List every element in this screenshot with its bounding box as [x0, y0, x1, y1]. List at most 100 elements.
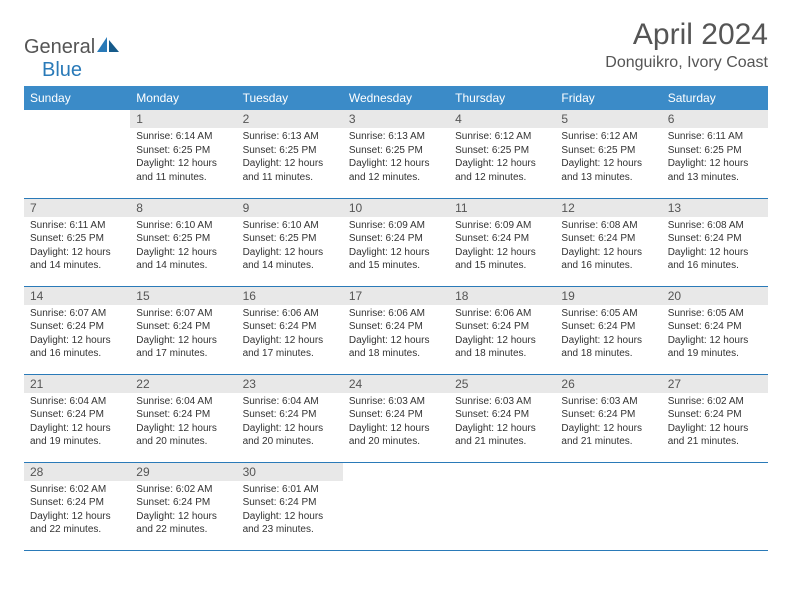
calendar-cell: 27Sunrise: 6:02 AMSunset: 6:24 PMDayligh…: [662, 374, 768, 462]
day-content: Sunrise: 6:07 AMSunset: 6:24 PMDaylight:…: [24, 305, 130, 365]
day-number: 20: [662, 287, 768, 305]
weekday-header: Tuesday: [237, 86, 343, 110]
day-number: 4: [449, 110, 555, 128]
day-number: 9: [237, 199, 343, 217]
day-content: Sunrise: 6:06 AMSunset: 6:24 PMDaylight:…: [237, 305, 343, 365]
day-content: Sunrise: 6:10 AMSunset: 6:25 PMDaylight:…: [130, 217, 236, 277]
calendar-cell: 26Sunrise: 6:03 AMSunset: 6:24 PMDayligh…: [555, 374, 661, 462]
day-number: 15: [130, 287, 236, 305]
calendar-row: 28Sunrise: 6:02 AMSunset: 6:24 PMDayligh…: [24, 462, 768, 550]
calendar-cell: 4Sunrise: 6:12 AMSunset: 6:25 PMDaylight…: [449, 110, 555, 198]
calendar-cell: 23Sunrise: 6:04 AMSunset: 6:24 PMDayligh…: [237, 374, 343, 462]
day-number: 16: [237, 287, 343, 305]
day-number: 3: [343, 110, 449, 128]
calendar-table: SundayMondayTuesdayWednesdayThursdayFrid…: [24, 86, 768, 551]
day-content: Sunrise: 6:11 AMSunset: 6:25 PMDaylight:…: [662, 128, 768, 188]
day-number: 27: [662, 375, 768, 393]
weekday-header-row: SundayMondayTuesdayWednesdayThursdayFrid…: [24, 86, 768, 110]
day-content: Sunrise: 6:06 AMSunset: 6:24 PMDaylight:…: [449, 305, 555, 365]
day-number: 22: [130, 375, 236, 393]
day-number: 18: [449, 287, 555, 305]
day-content: Sunrise: 6:02 AMSunset: 6:24 PMDaylight:…: [130, 481, 236, 541]
logo-general: General: [24, 36, 95, 58]
day-number: 25: [449, 375, 555, 393]
day-content: Sunrise: 6:02 AMSunset: 6:24 PMDaylight:…: [24, 481, 130, 541]
calendar-cell-empty: [662, 462, 768, 550]
day-content: Sunrise: 6:07 AMSunset: 6:24 PMDaylight:…: [130, 305, 236, 365]
day-number: 29: [130, 463, 236, 481]
calendar-cell: 24Sunrise: 6:03 AMSunset: 6:24 PMDayligh…: [343, 374, 449, 462]
calendar-row: 14Sunrise: 6:07 AMSunset: 6:24 PMDayligh…: [24, 286, 768, 374]
calendar-row: 21Sunrise: 6:04 AMSunset: 6:24 PMDayligh…: [24, 374, 768, 462]
day-number: 11: [449, 199, 555, 217]
calendar-cell: 10Sunrise: 6:09 AMSunset: 6:24 PMDayligh…: [343, 198, 449, 286]
weekday-header: Wednesday: [343, 86, 449, 110]
calendar-cell: 5Sunrise: 6:12 AMSunset: 6:25 PMDaylight…: [555, 110, 661, 198]
calendar-cell: 13Sunrise: 6:08 AMSunset: 6:24 PMDayligh…: [662, 198, 768, 286]
day-number: 19: [555, 287, 661, 305]
calendar-row: 7Sunrise: 6:11 AMSunset: 6:25 PMDaylight…: [24, 198, 768, 286]
calendar-cell: 1Sunrise: 6:14 AMSunset: 6:25 PMDaylight…: [130, 110, 236, 198]
day-number: 13: [662, 199, 768, 217]
day-number: 28: [24, 463, 130, 481]
calendar-cell: 12Sunrise: 6:08 AMSunset: 6:24 PMDayligh…: [555, 198, 661, 286]
day-content: Sunrise: 6:05 AMSunset: 6:24 PMDaylight:…: [662, 305, 768, 365]
day-content: Sunrise: 6:11 AMSunset: 6:25 PMDaylight:…: [24, 217, 130, 277]
calendar-cell: 17Sunrise: 6:06 AMSunset: 6:24 PMDayligh…: [343, 286, 449, 374]
day-number: 23: [237, 375, 343, 393]
calendar-cell: 9Sunrise: 6:10 AMSunset: 6:25 PMDaylight…: [237, 198, 343, 286]
day-content: Sunrise: 6:08 AMSunset: 6:24 PMDaylight:…: [662, 217, 768, 277]
weekday-header: Sunday: [24, 86, 130, 110]
day-content: Sunrise: 6:12 AMSunset: 6:25 PMDaylight:…: [555, 128, 661, 188]
weekday-header: Saturday: [662, 86, 768, 110]
day-content: Sunrise: 6:09 AMSunset: 6:24 PMDaylight:…: [343, 217, 449, 277]
day-content: Sunrise: 6:02 AMSunset: 6:24 PMDaylight:…: [662, 393, 768, 453]
day-content: Sunrise: 6:10 AMSunset: 6:25 PMDaylight:…: [237, 217, 343, 277]
calendar-cell: 16Sunrise: 6:06 AMSunset: 6:24 PMDayligh…: [237, 286, 343, 374]
day-content: Sunrise: 6:03 AMSunset: 6:24 PMDaylight:…: [343, 393, 449, 453]
header: General April 2024 Donguikro, Ivory Coas…: [24, 18, 768, 72]
month-title: April 2024: [605, 18, 768, 52]
day-content: Sunrise: 6:12 AMSunset: 6:25 PMDaylight:…: [449, 128, 555, 188]
day-content: Sunrise: 6:06 AMSunset: 6:24 PMDaylight:…: [343, 305, 449, 365]
day-number: 24: [343, 375, 449, 393]
calendar-cell: 29Sunrise: 6:02 AMSunset: 6:24 PMDayligh…: [130, 462, 236, 550]
day-number: 1: [130, 110, 236, 128]
day-number: 14: [24, 287, 130, 305]
calendar-cell-empty: [24, 110, 130, 198]
calendar-row: 1Sunrise: 6:14 AMSunset: 6:25 PMDaylight…: [24, 110, 768, 198]
day-number: 26: [555, 375, 661, 393]
calendar-cell: 28Sunrise: 6:02 AMSunset: 6:24 PMDayligh…: [24, 462, 130, 550]
day-number: 30: [237, 463, 343, 481]
calendar-cell: 11Sunrise: 6:09 AMSunset: 6:24 PMDayligh…: [449, 198, 555, 286]
day-content: Sunrise: 6:03 AMSunset: 6:24 PMDaylight:…: [449, 393, 555, 453]
day-number: 6: [662, 110, 768, 128]
calendar-cell: 19Sunrise: 6:05 AMSunset: 6:24 PMDayligh…: [555, 286, 661, 374]
day-content: Sunrise: 6:05 AMSunset: 6:24 PMDaylight:…: [555, 305, 661, 365]
calendar-body: 1Sunrise: 6:14 AMSunset: 6:25 PMDaylight…: [24, 110, 768, 550]
weekday-header: Thursday: [449, 86, 555, 110]
day-number: 21: [24, 375, 130, 393]
calendar-cell-empty: [449, 462, 555, 550]
day-content: Sunrise: 6:03 AMSunset: 6:24 PMDaylight:…: [555, 393, 661, 453]
calendar-cell: 22Sunrise: 6:04 AMSunset: 6:24 PMDayligh…: [130, 374, 236, 462]
day-number: 5: [555, 110, 661, 128]
logo-blue: Blue: [24, 59, 82, 81]
day-number: 12: [555, 199, 661, 217]
calendar-cell: 6Sunrise: 6:11 AMSunset: 6:25 PMDaylight…: [662, 110, 768, 198]
calendar-cell-empty: [555, 462, 661, 550]
day-content: Sunrise: 6:08 AMSunset: 6:24 PMDaylight:…: [555, 217, 661, 277]
day-content: Sunrise: 6:04 AMSunset: 6:24 PMDaylight:…: [237, 393, 343, 453]
day-content: Sunrise: 6:09 AMSunset: 6:24 PMDaylight:…: [449, 217, 555, 277]
weekday-header: Monday: [130, 86, 236, 110]
calendar-cell: 3Sunrise: 6:13 AMSunset: 6:25 PMDaylight…: [343, 110, 449, 198]
calendar-cell: 8Sunrise: 6:10 AMSunset: 6:25 PMDaylight…: [130, 198, 236, 286]
calendar-cell: 15Sunrise: 6:07 AMSunset: 6:24 PMDayligh…: [130, 286, 236, 374]
day-number: 10: [343, 199, 449, 217]
day-content: Sunrise: 6:14 AMSunset: 6:25 PMDaylight:…: [130, 128, 236, 188]
day-content: Sunrise: 6:01 AMSunset: 6:24 PMDaylight:…: [237, 481, 343, 541]
day-content: Sunrise: 6:04 AMSunset: 6:24 PMDaylight:…: [24, 393, 130, 453]
calendar-cell: 20Sunrise: 6:05 AMSunset: 6:24 PMDayligh…: [662, 286, 768, 374]
calendar-cell-empty: [343, 462, 449, 550]
weekday-header: Friday: [555, 86, 661, 110]
